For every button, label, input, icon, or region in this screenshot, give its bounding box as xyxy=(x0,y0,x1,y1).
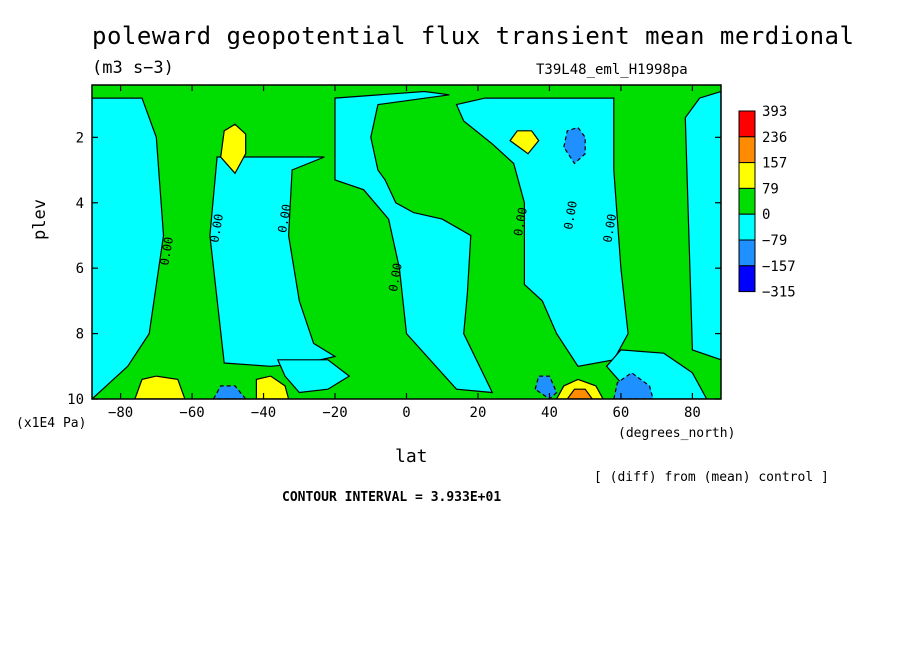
x-tick-label: −40 xyxy=(251,405,276,421)
x-axis-label: lat xyxy=(395,446,428,467)
contour-region-9 xyxy=(255,375,290,399)
legend-swatch-2 xyxy=(738,162,756,189)
legend-swatch-5 xyxy=(738,239,756,267)
contour-region-16 xyxy=(613,372,654,399)
contour-region-2 xyxy=(334,90,494,394)
legend-swatch-4 xyxy=(738,213,756,241)
contour-region-4 xyxy=(684,90,721,361)
y-tick-label: 4 xyxy=(76,196,84,212)
color-legend: 393 236 157 79 0 −79 −157 −315 xyxy=(738,104,796,301)
y-axis-label: plev xyxy=(30,199,50,240)
legend-label: 236 xyxy=(762,130,787,146)
x-tick-label: 20 xyxy=(470,405,487,421)
contour-label-0: 0.00 xyxy=(157,236,176,267)
contour-region-7 xyxy=(220,123,247,175)
difference-note: [ (diff) from (mean) control ] xyxy=(594,470,829,485)
legend-label: −79 xyxy=(762,233,787,249)
contour-region-5 xyxy=(276,359,351,394)
contour-label-3: 0.00 xyxy=(386,262,405,293)
legend-label: 0 xyxy=(762,207,770,223)
legend-swatch-3 xyxy=(738,187,756,215)
contour-region-10 xyxy=(509,130,540,155)
x-tick-label: 40 xyxy=(541,405,558,421)
contour-region-15 xyxy=(534,375,558,399)
y-axis-unit: (x1E4 Pa) xyxy=(16,416,87,431)
legend-label: 393 xyxy=(762,104,787,120)
contour-label-4: 0.00 xyxy=(511,206,530,237)
contour-region-12 xyxy=(566,388,594,399)
axes: −80 −60 −40 −20 0 20 40 60 80 2 4 6 8 10 xyxy=(67,84,722,421)
contour-region-14 xyxy=(212,385,247,399)
x-tick-label: 0 xyxy=(402,405,410,421)
legend-swatch-1 xyxy=(738,136,756,164)
legend-label: −315 xyxy=(762,285,796,301)
y-tick-label: 10 xyxy=(67,392,84,408)
x-tick-label: −80 xyxy=(108,405,133,421)
contour-label-6: 0.00 xyxy=(600,213,619,244)
x-tick-label: 60 xyxy=(613,405,630,421)
contour-region-0 xyxy=(92,97,165,399)
x-tick-label: −60 xyxy=(179,405,204,421)
contour-region-13 xyxy=(563,126,586,165)
run-label: T39L48_eml_H1998pa xyxy=(536,62,688,78)
contour-label-5: 0.00 xyxy=(561,200,580,231)
x-tick-label: 80 xyxy=(684,405,701,421)
legend-label: 79 xyxy=(762,181,779,197)
y-tick-label: 2 xyxy=(76,130,84,146)
legend-label: 157 xyxy=(762,156,787,172)
contour-label-2: 0.00 xyxy=(275,203,294,234)
legend-swatch-0 xyxy=(738,110,756,138)
legend-swatch-6 xyxy=(738,265,756,293)
y-tick-label: 6 xyxy=(76,261,84,277)
chart-units: (m3 s−3) xyxy=(92,58,174,78)
x-tick-label: −20 xyxy=(322,405,347,421)
y-tick-label: 8 xyxy=(76,327,84,343)
plot-area: 0.00 0.00 0.00 0.00 0.00 0.00 0.00 xyxy=(92,85,721,399)
contour-label-1: 0.00 xyxy=(207,213,226,244)
legend-label: −157 xyxy=(762,259,796,275)
contour-interval: CONTOUR INTERVAL = 3.933E+01 xyxy=(282,490,502,505)
chart-title: poleward geopotential flux transient mea… xyxy=(92,22,855,50)
contour-region-3 xyxy=(455,97,629,367)
x-axis-unit: (degrees_north) xyxy=(618,426,736,441)
contour-region-8 xyxy=(134,375,186,399)
